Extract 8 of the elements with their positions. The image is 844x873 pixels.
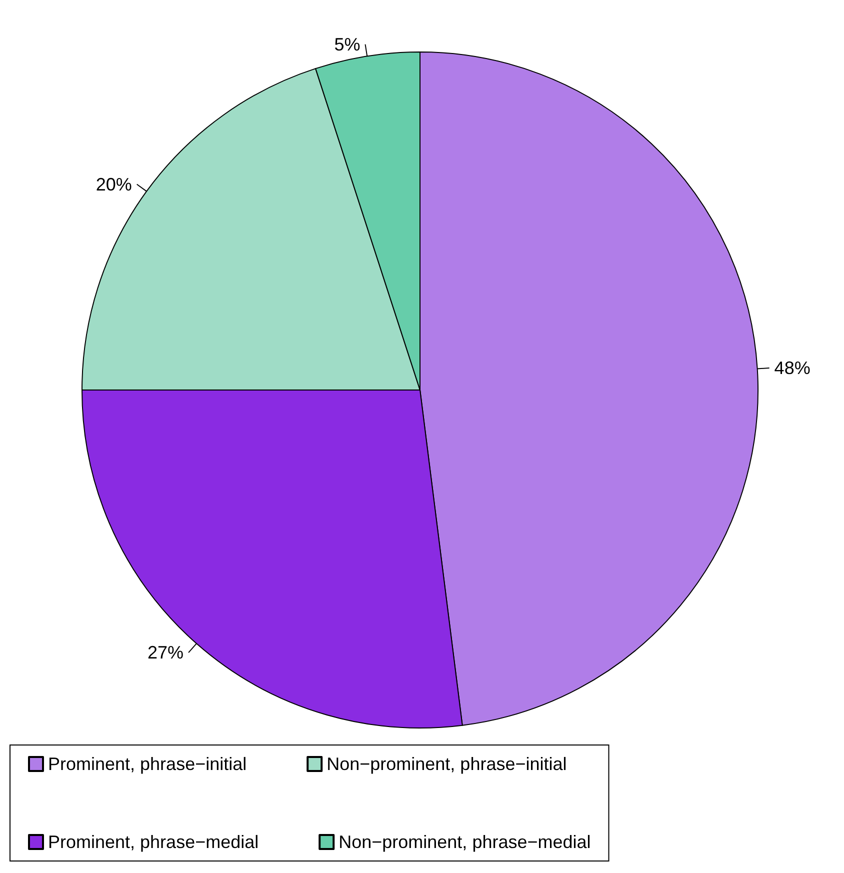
legend-label: Non−prominent, phrase−initial (326, 754, 567, 774)
data-label: 27% (148, 642, 184, 663)
data-label: 48% (774, 358, 810, 378)
legend-label: Prominent, phrase−initial (48, 754, 247, 774)
data-label: 5% (334, 34, 360, 54)
data-label: 20% (96, 174, 132, 194)
legend-label: Prominent, phrase−medial (48, 832, 259, 852)
legend-label: Non−prominent, phrase−medial (338, 832, 591, 852)
